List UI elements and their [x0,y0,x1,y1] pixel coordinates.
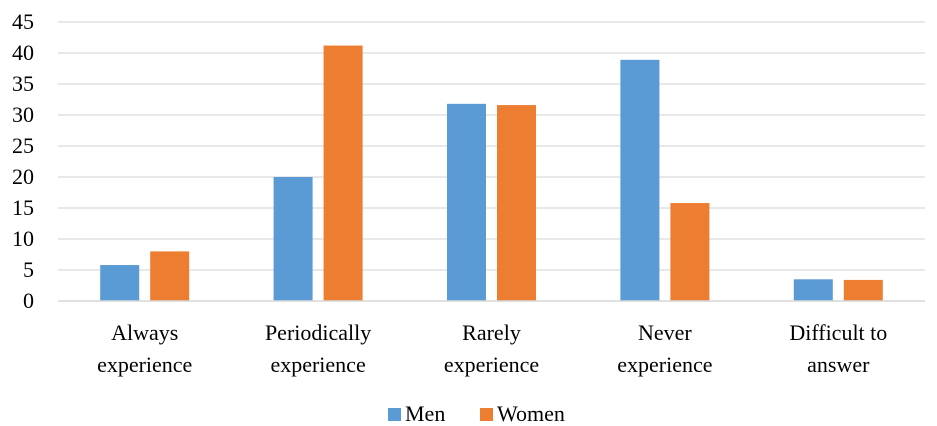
x-category-label-line: experience [270,352,365,377]
x-category-label-line: experience [97,352,192,377]
bar-men-4 [793,279,833,301]
bar-women-4 [843,279,883,301]
bar-men-3 [620,59,660,301]
legend-label-women: Women [497,401,565,426]
y-tick-label-10: 10 [12,226,34,251]
bars [100,45,883,302]
bar-men-2 [447,103,486,301]
y-tick-label-40: 40 [12,40,34,65]
x-category-label-line: experience [444,352,539,377]
y-tick-label-15: 15 [12,195,34,220]
y-tick-label-35: 35 [12,71,34,96]
y-tick-label-5: 5 [23,257,34,282]
bar-women-3 [670,203,710,301]
y-tick-label-25: 25 [12,133,34,158]
x-category-label-0: Always experience [97,320,192,377]
x-category-label-line: Never [638,320,692,345]
x-category-label-line: answer [807,352,870,377]
legend: Men Women [388,401,565,426]
x-category-label-line: experience [617,352,712,377]
bar-women-2 [497,105,536,301]
bar-women-1 [323,45,363,302]
bar-men-1 [273,177,313,301]
y-tick-label-45: 45 [12,9,34,34]
y-tick-label-20: 20 [12,164,34,189]
x-category-label-line: Always [111,320,178,345]
x-category-label-2: Rarely experience [444,320,539,377]
y-axis-ticks: 0 5 10 15 20 25 30 35 40 45 [12,9,34,313]
x-category-label-line: Periodically [265,320,371,345]
legend-swatch-men [388,408,401,421]
x-category-label-1: Periodically experience [265,320,371,377]
x-category-label-3: Never experience [617,320,712,377]
legend-label-men: Men [405,401,445,426]
y-tick-label-30: 30 [12,102,34,127]
bar-women-0 [150,251,190,301]
x-category-label-line: Rarely [462,320,521,345]
gridlines [58,21,925,302]
legend-swatch-women [480,408,493,421]
y-tick-label-0: 0 [23,288,34,313]
x-category-label-4: Difficult to answer [789,320,887,377]
x-category-label-line: Difficult to [789,320,887,345]
bar-men-0 [100,265,140,301]
